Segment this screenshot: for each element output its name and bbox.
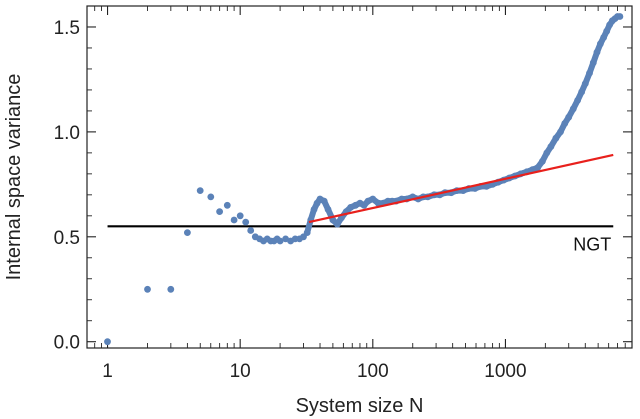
data-point: [207, 193, 215, 201]
data-point: [236, 212, 244, 220]
y-axis-title: Internal space variance: [3, 74, 25, 281]
y-tick-label: 0.0: [54, 333, 80, 354]
fit-line: [308, 153, 614, 224]
data-point: [184, 229, 191, 237]
data-point: [223, 201, 231, 209]
data-point: [216, 208, 224, 216]
data-point: [196, 187, 204, 195]
y-tick-label: 1.5: [54, 18, 80, 39]
x-tick-label: 10: [230, 361, 251, 382]
ngt-label: NGT: [573, 234, 611, 254]
data-point: [247, 227, 255, 234]
y-tick-label: 0.5: [54, 228, 80, 249]
series-group: [104, 13, 624, 346]
data-point: [167, 285, 175, 293]
data-point: [104, 338, 111, 346]
y-tick-label: 1.0: [54, 123, 80, 144]
fit-line-group: [308, 153, 614, 224]
data-point: [242, 218, 250, 226]
data-point: [230, 216, 238, 224]
x-tick-label: 100: [357, 361, 389, 382]
axes: 0.0 0.5 1.0 1.5 1 10 100 1000: [54, 5, 633, 382]
plot-frame: [86, 5, 633, 349]
x-tick-label: 1: [102, 361, 113, 382]
data-series-dense: [304, 13, 623, 236]
data-point: [144, 285, 151, 293]
x-axis-title: System size N: [296, 395, 424, 417]
data-point: [276, 237, 284, 245]
x-tick-label: 1000: [484, 361, 526, 382]
